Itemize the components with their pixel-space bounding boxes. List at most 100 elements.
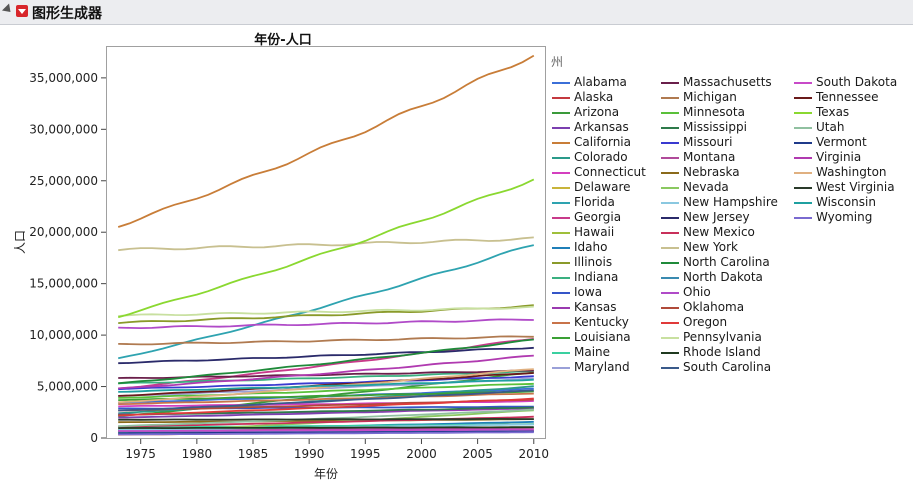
legend-swatch [552, 232, 570, 234]
x-tick-label: 1975 [125, 447, 156, 461]
legend-label: Oklahoma [683, 300, 745, 314]
legend-swatch [794, 157, 812, 159]
legend-label: Georgia [574, 210, 622, 224]
legend-label: Washington [816, 165, 887, 179]
legend-label: Montana [683, 150, 736, 164]
legend-swatch [794, 187, 812, 189]
legend-swatch [661, 157, 679, 159]
x-tick-label: 1985 [238, 447, 269, 461]
legend-label: West Virginia [816, 180, 895, 194]
x-tick-label: 1990 [294, 447, 325, 461]
legend-swatch [661, 247, 679, 249]
chart-title: 年份-人口 [254, 33, 312, 48]
legend-swatch [552, 142, 570, 144]
legend-label: Tennessee [816, 90, 879, 104]
y-tick-label: 25,000,000 [29, 174, 98, 188]
legend-label: Alaska [574, 90, 614, 104]
series-line-north-carolina [118, 338, 534, 385]
legend-label: Alabama [574, 75, 627, 89]
legend-swatch [794, 97, 812, 99]
y-axis-label: 人口 [13, 230, 27, 254]
y-tick-label: 35,000,000 [29, 71, 98, 85]
legend-swatch [794, 217, 812, 219]
legend-label: Texas [816, 105, 850, 119]
legend-swatch [552, 352, 570, 354]
legend-swatch [661, 277, 679, 279]
legend-label: Colorado [574, 150, 628, 164]
series-line-tennessee [118, 372, 534, 397]
y-tick-label: 20,000,000 [29, 225, 98, 239]
legend-label: Arizona [574, 105, 620, 119]
legend-swatch [661, 217, 679, 219]
series-line-ohio [118, 318, 534, 330]
legend-swatch [552, 337, 570, 339]
legend-swatch [661, 262, 679, 264]
series-line-washington [118, 368, 534, 404]
y-tick-label: 0 [90, 431, 98, 445]
x-tick-label: 2000 [406, 447, 437, 461]
legend-label: Wisconsin [816, 195, 876, 209]
legend-label: North Dakota [683, 270, 763, 284]
series-line-south-dakota [118, 428, 534, 432]
series-line-minnesota [118, 382, 534, 399]
legend-label: Delaware [574, 180, 631, 194]
legend-swatch [552, 187, 570, 189]
legend-swatch [661, 97, 679, 99]
series-line-wyoming [118, 431, 534, 436]
legend-label: Nebraska [683, 165, 740, 179]
legend-label: Kentucky [574, 315, 629, 329]
legend-swatch [552, 292, 570, 294]
legend-label: New Mexico [683, 225, 755, 239]
legend-label: Wyoming [816, 210, 873, 224]
legend-label: Massachusetts [683, 75, 772, 89]
legend-swatch [552, 367, 570, 369]
legend-swatch [661, 352, 679, 354]
x-tick-label: 2010 [518, 447, 549, 461]
outline-header: 图形生成器 [0, 0, 913, 25]
y-tick-label: 15,000,000 [29, 277, 98, 291]
legend-swatch [552, 247, 570, 249]
legend-label: South Carolina [683, 360, 772, 374]
red-triangle-menu-icon[interactable] [16, 5, 28, 17]
legend-label: Utah [816, 120, 845, 134]
legend-label: Michigan [683, 90, 737, 104]
legend-swatch [794, 142, 812, 144]
series-line-virginia [118, 354, 534, 390]
y-tick-label: 30,000,000 [29, 122, 98, 136]
legend-label: Florida [574, 195, 615, 209]
series-line-missouri [118, 375, 534, 391]
legend-label: Mississippi [683, 120, 747, 134]
series-line-california [117, 54, 535, 228]
legend-swatch [552, 202, 570, 204]
legend-label: Ohio [683, 285, 711, 299]
legend-swatch [794, 202, 812, 204]
legend-label: Pennsylvania [683, 330, 762, 344]
series-line-pennsylvania [118, 305, 534, 317]
legend-swatch [552, 307, 570, 309]
series-line-west-virginia [118, 417, 534, 421]
plot-frame[interactable] [106, 46, 546, 439]
series-line-texas [117, 178, 535, 319]
series-line-kentucky [118, 392, 534, 405]
legend-label: New York [683, 240, 738, 254]
series-line-louisiana [118, 390, 534, 401]
legend-label: Maryland [574, 360, 630, 374]
legend-swatch [552, 82, 570, 84]
legend-swatch [661, 187, 679, 189]
legend-label: Illinois [574, 255, 613, 269]
legend-swatch [794, 82, 812, 84]
legend-label: Nevada [683, 180, 729, 194]
legend-label: Maine [574, 345, 611, 359]
legend-label: Iowa [574, 285, 603, 299]
legend-label: Arkansas [574, 120, 629, 134]
legend-label: North Carolina [683, 255, 770, 269]
series-line-indiana [118, 370, 534, 385]
legend-label: Minnesota [683, 105, 745, 119]
legend-label: Oregon [683, 315, 728, 329]
legend-label: New Hampshire [683, 195, 778, 209]
legend-label: Virginia [816, 150, 862, 164]
x-tick-label: 1980 [182, 447, 213, 461]
series-line-michigan [118, 335, 534, 346]
platform-title: 图形生成器 [32, 6, 102, 22]
